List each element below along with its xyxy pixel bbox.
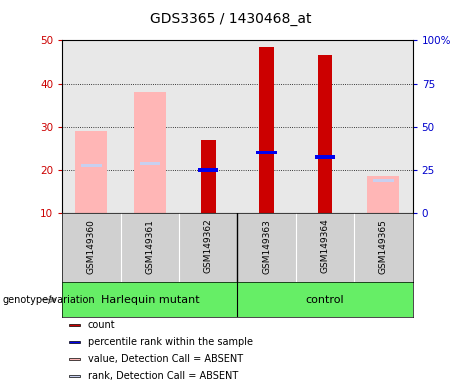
Text: control: control [306, 295, 344, 305]
Bar [140, 162, 160, 165]
Text: value, Detection Call = ABSENT: value, Detection Call = ABSENT [88, 354, 243, 364]
Bar [75, 131, 107, 213]
Bar [373, 179, 394, 182]
Text: count: count [88, 320, 115, 330]
Text: GDS3365 / 1430468_at: GDS3365 / 1430468_at [150, 12, 311, 26]
Text: GSM149363: GSM149363 [262, 218, 271, 273]
Bar [318, 55, 332, 213]
Bar [81, 164, 101, 167]
Bar [69, 375, 80, 377]
Text: rank, Detection Call = ABSENT: rank, Detection Call = ABSENT [88, 371, 238, 381]
Text: Harlequin mutant: Harlequin mutant [100, 295, 199, 305]
Bar [198, 168, 219, 172]
Text: GSM149364: GSM149364 [320, 218, 330, 273]
Text: GSM149360: GSM149360 [87, 218, 96, 273]
Bar [69, 341, 80, 343]
Text: GSM149361: GSM149361 [145, 218, 154, 273]
Bar [259, 47, 274, 213]
Bar [69, 358, 80, 360]
Text: percentile rank within the sample: percentile rank within the sample [88, 337, 253, 347]
Text: GSM149362: GSM149362 [204, 218, 213, 273]
Bar [201, 140, 216, 213]
Bar [256, 151, 277, 154]
Bar [367, 176, 399, 213]
Bar [315, 155, 335, 159]
Bar [69, 324, 80, 326]
Text: GSM149365: GSM149365 [379, 218, 388, 273]
Text: genotype/variation: genotype/variation [2, 295, 95, 305]
Bar [134, 92, 166, 213]
